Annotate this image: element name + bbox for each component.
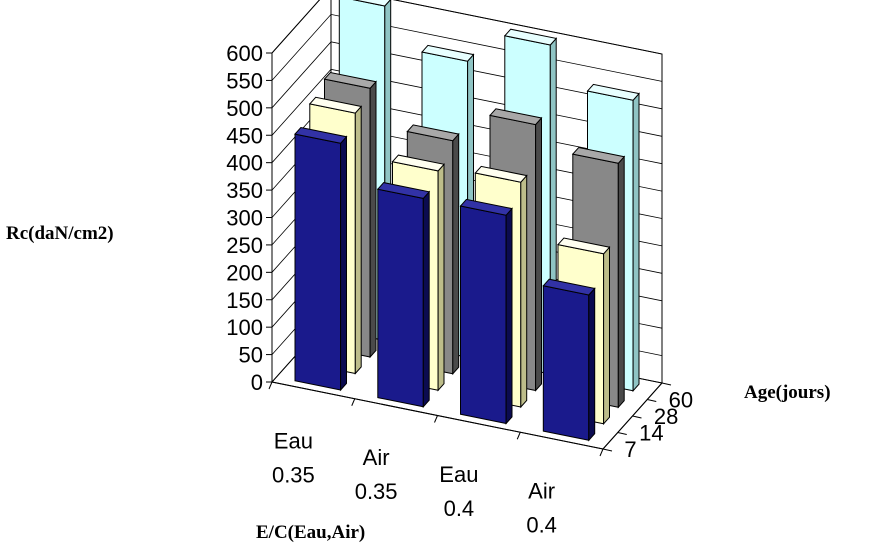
bar-side-face (369, 80, 377, 359)
depth-tick (647, 399, 657, 402)
x-tick-label: Eau (439, 462, 478, 487)
bar-side-face (617, 155, 625, 409)
y-tick-label: 400 (226, 151, 263, 176)
y-tick-label: 250 (226, 233, 263, 258)
bar-side-face (603, 245, 610, 426)
x-tick-label: 0.35 (272, 462, 315, 487)
x-tick-label: 0.4 (444, 496, 475, 521)
depth-tick (617, 432, 627, 435)
x-tick (268, 381, 273, 390)
bar-top-face (586, 83, 640, 101)
y-tick-label: 350 (226, 178, 263, 203)
y-tick-label: 600 (226, 41, 263, 66)
y-tick-label: 550 (226, 68, 263, 93)
x-tick-label: 0.35 (355, 479, 398, 504)
bar-top-face (323, 71, 377, 89)
y-tick-label: 450 (226, 123, 263, 148)
bar-side-face (535, 116, 542, 392)
x-tick (351, 398, 356, 406)
y-tick-label: 200 (226, 260, 263, 285)
bar-side-face (505, 207, 513, 425)
depth-tick-label: 28 (654, 404, 678, 429)
bar-front-face (460, 205, 507, 425)
bar-top-face (406, 124, 460, 142)
y-axis-title: Rc(daN/cm2) (6, 223, 114, 244)
depth-tick (661, 382, 672, 386)
depth-axis-title: Age(jours) (744, 382, 831, 403)
bar-front-face (377, 188, 424, 408)
x-tick-label: 0.4 (526, 513, 557, 538)
bar-top-face (352, 0, 391, 7)
bar-front-face (294, 133, 342, 391)
bar-s0-c1 (376, 182, 431, 409)
bar-side-face (354, 105, 362, 375)
bar-s0-c3 (542, 278, 596, 442)
bar-top-face (474, 165, 528, 183)
bar-side-face (520, 174, 528, 409)
y-tick-label: 100 (226, 315, 263, 340)
bar-side-face (340, 135, 347, 392)
bar-top-face (459, 198, 513, 216)
y-tick-label: 150 (226, 288, 263, 313)
y-tick-label: 0 (251, 370, 263, 395)
x-tick (599, 448, 604, 457)
bar-top-face (571, 146, 626, 164)
bar-top-face (376, 182, 431, 199)
bar-side-face (437, 162, 445, 392)
axes (266, 52, 672, 457)
x-tick (434, 415, 438, 423)
bar-top-face (391, 154, 445, 172)
bar-side-face (422, 190, 430, 409)
bar-top-face (294, 126, 348, 144)
gridline (271, 0, 663, 55)
depth-tick-label: 60 (669, 387, 693, 412)
y-tick-label: 500 (226, 96, 263, 121)
depth-tick (632, 415, 642, 419)
x-tick-label: Eau (274, 428, 313, 453)
bar-s0-c0 (294, 126, 348, 392)
x-tick-label: Air (528, 479, 555, 504)
bar-top-face (308, 96, 363, 114)
y-tick-label: 300 (226, 206, 263, 231)
bar-top-face (557, 237, 611, 255)
x-axis-title: E/C(Eau,Air) (256, 522, 365, 543)
depth-tick-label: 14 (639, 420, 663, 445)
bar-top-face (421, 44, 475, 62)
bar-front-face (542, 285, 590, 441)
x-tick-label: Air (363, 445, 390, 470)
x-tick (516, 432, 521, 440)
depth-tick (602, 448, 613, 452)
y-tick-label: 50 (239, 343, 263, 368)
bar-side-face (452, 132, 460, 376)
bars (294, 0, 640, 442)
bar-top-face (542, 278, 596, 296)
bar-s0-c2 (459, 198, 513, 425)
bar-side-face (632, 92, 640, 393)
bar-top-face (503, 28, 558, 46)
bar-top-face (489, 108, 543, 126)
depth-tick-label: 7 (624, 437, 636, 462)
bar-side-face (588, 287, 596, 442)
